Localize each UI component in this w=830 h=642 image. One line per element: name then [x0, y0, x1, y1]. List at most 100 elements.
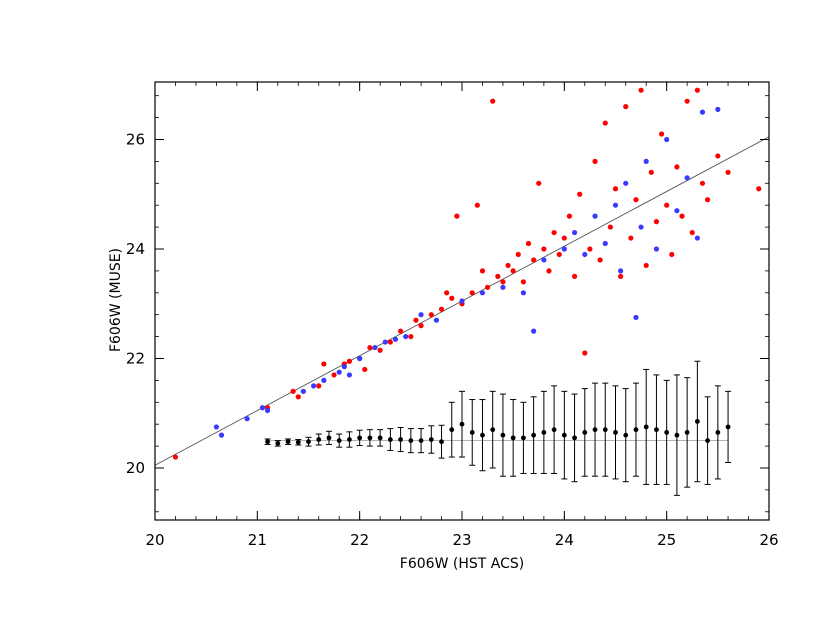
blue-point — [218, 432, 225, 438]
red-point — [705, 197, 711, 203]
red-point — [428, 312, 434, 318]
red-point — [536, 180, 542, 186]
red-point — [577, 191, 583, 197]
binned-mean-point — [306, 439, 311, 445]
binned-mean-point — [295, 439, 301, 445]
red-point — [607, 224, 613, 230]
red-point — [756, 186, 762, 192]
binned-mean-point — [357, 435, 363, 441]
red-point — [602, 120, 608, 126]
binned-mean-point — [725, 424, 731, 430]
red-point — [438, 306, 445, 312]
binned-mean-point — [439, 439, 444, 445]
red-point — [612, 186, 619, 192]
x-tick-label: 20 — [145, 531, 164, 549]
red-point — [172, 454, 179, 460]
binned-mean-point — [387, 437, 393, 442]
red-point — [510, 268, 516, 274]
binned-mean-point — [551, 427, 557, 433]
axis-ticks: 20 21 22 23 24 25 26 20 22 24 26 — [126, 82, 779, 549]
blue-point — [643, 158, 649, 164]
binned-mean-point — [684, 430, 690, 435]
red-point — [346, 358, 353, 364]
binned-mean-point — [459, 421, 465, 427]
blue-point — [592, 213, 598, 219]
x-tick-label: 25 — [657, 531, 676, 549]
blue-point — [392, 336, 399, 342]
x-tick-label: 23 — [452, 531, 471, 549]
blue-point — [561, 246, 567, 252]
blue-point — [264, 407, 271, 414]
red-point — [362, 366, 368, 373]
red-point — [295, 394, 301, 400]
red-point — [674, 164, 680, 170]
blue-point — [633, 314, 639, 321]
y-tick-label: 20 — [126, 459, 145, 477]
blue-point — [357, 355, 363, 362]
blue-point — [541, 257, 547, 263]
red-point — [669, 251, 675, 258]
red-point — [561, 235, 567, 241]
red-point — [515, 251, 521, 258]
binned-mean-point — [521, 435, 526, 441]
binned-mean-point — [418, 438, 424, 444]
binned-mean-point — [561, 432, 567, 438]
binned-mean-point — [582, 430, 588, 435]
red-point — [556, 251, 562, 258]
red-point — [699, 180, 706, 186]
blue-point — [418, 312, 424, 318]
red-point — [689, 229, 695, 236]
binned-mean-point — [674, 432, 680, 438]
binned-mean-point — [633, 427, 639, 433]
blue-point — [531, 328, 537, 334]
binned-mean-point — [336, 438, 342, 444]
blue-point — [715, 106, 721, 112]
blue-point — [618, 268, 624, 274]
red-point — [546, 268, 552, 274]
red-point — [505, 262, 511, 269]
blue-point — [336, 369, 342, 375]
binned-mean-point — [592, 427, 598, 433]
red-point — [633, 197, 639, 203]
red-point — [495, 273, 501, 279]
red-point — [454, 213, 460, 219]
blue-point — [372, 344, 378, 351]
blue-point — [582, 251, 588, 258]
red-point — [541, 246, 547, 252]
red-point — [408, 333, 414, 340]
red-point — [571, 273, 578, 279]
red-point — [474, 202, 480, 208]
binned-mean-point — [347, 437, 352, 442]
red-point — [484, 284, 491, 290]
red-point — [531, 257, 537, 263]
red-point — [551, 229, 557, 236]
red-point — [525, 240, 532, 247]
binned-mean-point — [367, 435, 373, 441]
blue-point — [459, 298, 465, 304]
blue-point — [341, 364, 347, 370]
binned-mean-point — [285, 439, 291, 445]
red-point — [648, 169, 654, 175]
blue-point — [612, 202, 619, 208]
red-point — [623, 104, 629, 110]
blue-point — [684, 175, 690, 181]
binned-mean-point — [326, 435, 332, 441]
blue-point — [244, 416, 250, 422]
binned-mean-point — [500, 432, 506, 438]
blue-point — [346, 372, 353, 378]
binned-mean-point — [316, 437, 322, 442]
red-point — [684, 98, 690, 104]
red-point — [490, 98, 496, 104]
binned-mean-point — [275, 440, 281, 446]
binned-mean-point — [613, 430, 618, 435]
binned-mean-point — [541, 430, 547, 435]
red-points — [172, 87, 762, 460]
binned-mean-point — [643, 424, 649, 430]
blue-point — [571, 229, 578, 236]
red-point — [413, 317, 419, 323]
red-point — [679, 213, 685, 219]
blue-point — [321, 377, 327, 383]
red-point — [658, 131, 665, 137]
blue-point — [213, 424, 219, 430]
binned-mean-point — [654, 427, 659, 433]
